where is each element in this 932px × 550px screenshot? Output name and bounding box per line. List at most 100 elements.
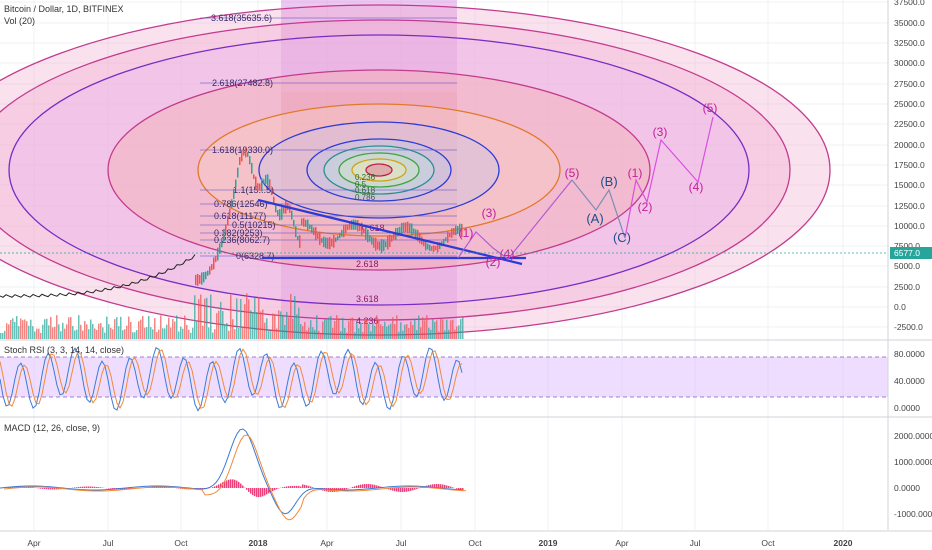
volume-bar [310, 320, 312, 339]
volume-bar [350, 317, 352, 339]
volume-bar [390, 323, 392, 339]
macd-hist-bar [224, 481, 226, 488]
volume-bar [12, 318, 14, 339]
fib-level-label: 1.1(15...5) [233, 185, 274, 195]
volume-bar [68, 317, 70, 339]
macd-hist-bar [262, 488, 264, 497]
volume-bar [184, 315, 186, 339]
macd-hist-bar [354, 486, 356, 488]
candle [245, 146, 247, 158]
candle [447, 231, 449, 243]
macd-hist-bar [438, 484, 440, 488]
volume-bar [98, 323, 100, 339]
volume-bar [192, 327, 194, 339]
macd-hist-bar [310, 486, 312, 488]
volume-bar [362, 332, 364, 339]
macd-hist-bar [236, 480, 238, 488]
macd-hist-bar [42, 488, 44, 489]
candle [255, 176, 257, 191]
fib-ellipse [338, 152, 420, 188]
candle [205, 271, 207, 280]
volume-bar [188, 329, 190, 339]
candle [309, 224, 311, 229]
volume-bar [214, 329, 216, 339]
candle [411, 223, 413, 236]
volume-bar [42, 324, 44, 339]
macd-hist-bar [274, 488, 276, 491]
macd-hist-bar [390, 488, 392, 491]
volume-bar [178, 331, 180, 339]
macd-hist-bar [252, 488, 254, 496]
macd-hist-bar [86, 486, 88, 488]
volume-bar [248, 299, 250, 339]
macd-hist-bar [296, 485, 298, 488]
candle [357, 220, 359, 232]
lower-fib-label: 3.618 [356, 294, 379, 304]
volume-bar [100, 323, 102, 339]
volume-bar [412, 324, 414, 339]
candle [251, 162, 253, 174]
volume-bar [270, 330, 272, 339]
volume-bar [282, 314, 284, 339]
macd-hist-bar [256, 488, 258, 497]
volume-bar [34, 331, 36, 339]
volume-bar [296, 314, 298, 339]
candle [333, 235, 335, 248]
volume-bar [424, 320, 426, 339]
volume-bar [62, 322, 64, 339]
volume-bar [308, 327, 310, 339]
volume-bar [436, 320, 438, 339]
candle [369, 235, 371, 242]
candle [361, 222, 363, 236]
macd-hist-bar [436, 484, 438, 488]
candle [457, 225, 459, 235]
volume-bar [122, 330, 124, 339]
price-axis-tick: 12500.0 [894, 201, 925, 211]
macd-hist-bar [110, 488, 112, 489]
candle [275, 203, 277, 213]
candle [439, 242, 441, 250]
price-axis-tick: 35000.0 [894, 18, 925, 28]
volume-bar [416, 329, 418, 339]
macd-hist-bar [246, 488, 248, 490]
volume-group [0, 293, 464, 339]
volume-bar [148, 315, 150, 339]
volume-bar [276, 328, 278, 339]
volume-bar [422, 317, 424, 339]
candle [443, 238, 445, 245]
candle [293, 219, 295, 227]
volume-bar [74, 330, 76, 339]
macd-hist-bar [248, 488, 250, 492]
volume-bar [428, 327, 430, 339]
volume-bar [128, 316, 130, 339]
macd-hist-bar [440, 484, 442, 488]
candle [227, 216, 229, 226]
volume-bar [398, 331, 400, 339]
candle [373, 237, 375, 248]
wave-label: (4) [689, 180, 704, 194]
candle [311, 224, 313, 233]
volume-bar [182, 328, 184, 339]
candle [203, 272, 205, 283]
candle [241, 150, 243, 162]
wave-label: (5) [703, 101, 718, 115]
wave-label: (2) [638, 200, 653, 214]
macd-hist-bar [360, 484, 362, 488]
volume-bar [52, 327, 54, 339]
volume-bar [196, 321, 198, 339]
volume-bar [216, 313, 218, 339]
candle [363, 228, 365, 234]
volume-bar [156, 331, 158, 339]
macd-hist-bar [126, 488, 128, 490]
macd-hist-bar [432, 484, 434, 488]
volume-bar [244, 304, 246, 339]
candle [313, 227, 315, 236]
candle [351, 220, 353, 230]
volume-bar [110, 327, 112, 339]
volume-bar [420, 327, 422, 339]
candle [299, 235, 301, 248]
price-axis-tick: 17500.0 [894, 160, 925, 170]
volume-bar [358, 328, 360, 339]
